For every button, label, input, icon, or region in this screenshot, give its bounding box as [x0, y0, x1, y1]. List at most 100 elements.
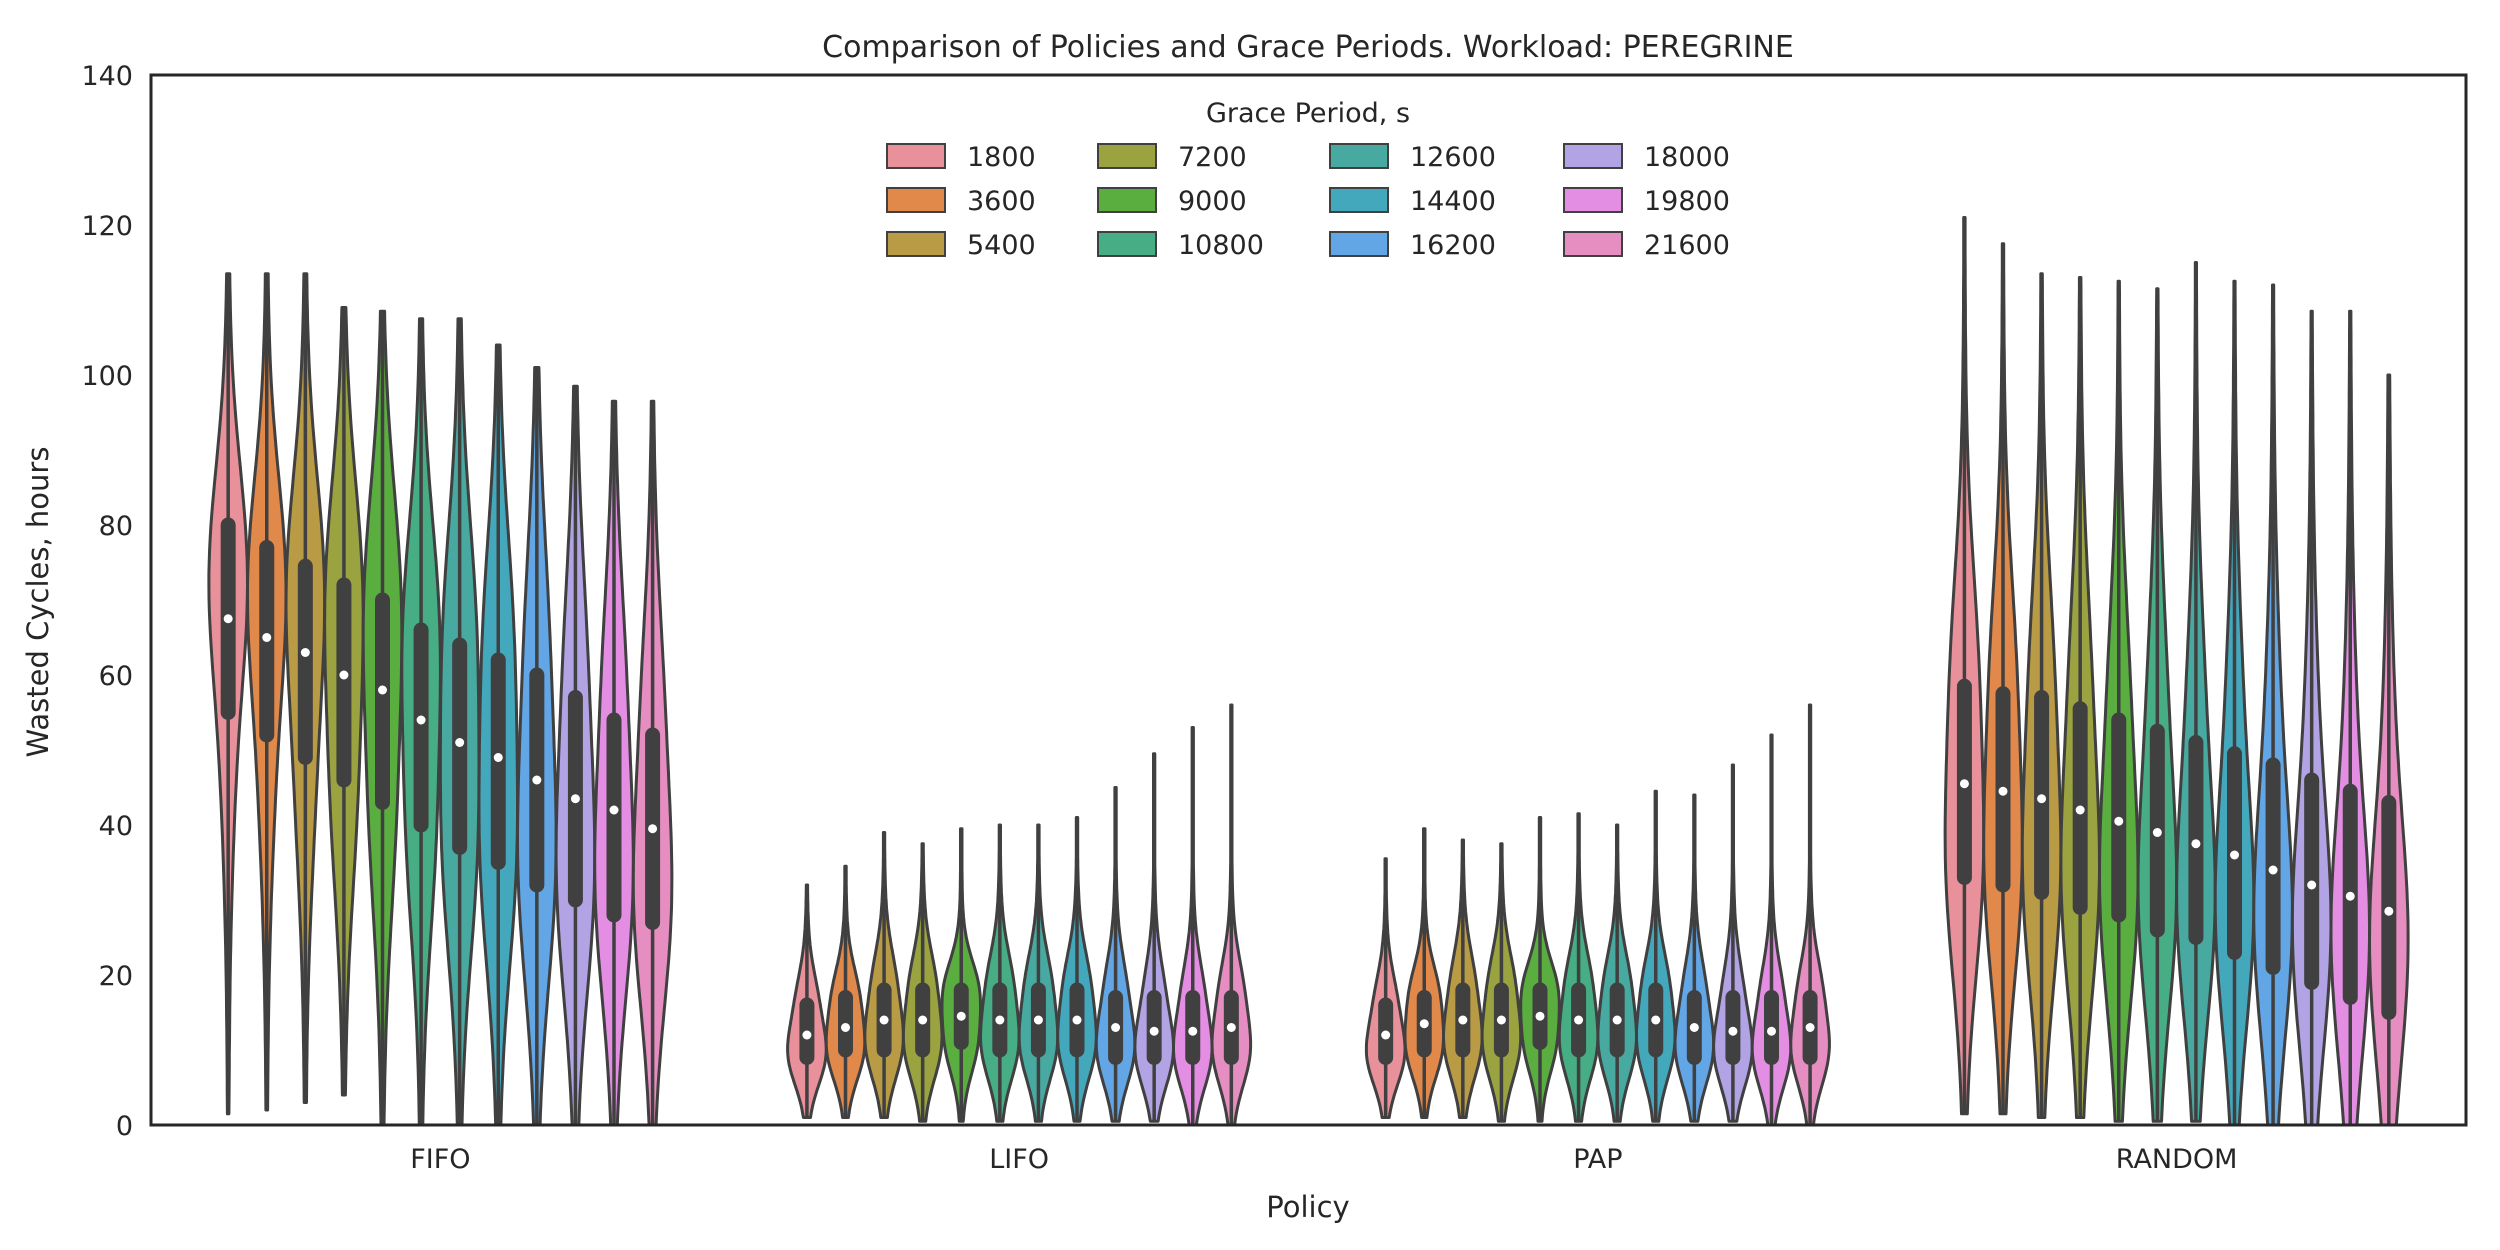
violin-median-point — [1535, 1011, 1545, 1021]
violin — [361, 309, 404, 1127]
violin — [1480, 842, 1523, 1123]
violin-median-point — [570, 794, 580, 804]
legend-item: 16200 — [1329, 230, 1496, 261]
violin — [631, 399, 674, 1127]
violin-median-point — [2384, 906, 2394, 916]
violin — [438, 317, 481, 1127]
legend-label: 18000 — [1644, 142, 1730, 173]
violin-median-point — [1072, 1015, 1082, 1025]
violin-median-point — [455, 738, 465, 747]
violin-median-point — [1728, 1026, 1738, 1036]
y-tick-label: 140 — [81, 61, 133, 92]
violin-median-point — [609, 805, 619, 815]
legend-item: 7200 — [1097, 142, 1247, 173]
legend-label: 5400 — [967, 230, 1036, 261]
violin-median-point — [2268, 865, 2278, 875]
violin — [2290, 309, 2333, 1127]
violin — [477, 343, 519, 1127]
violin — [1094, 786, 1137, 1123]
legend-swatch — [1563, 143, 1623, 169]
y-tick-label: 0 — [116, 1111, 133, 1142]
legend-swatch — [886, 231, 946, 257]
violin-median-point — [2037, 794, 2047, 804]
legend-title: Grace Period, s — [1206, 98, 1410, 129]
legend-swatch — [1097, 143, 1157, 169]
legend-label: 19800 — [1644, 186, 1730, 217]
violin-median-point — [1959, 779, 1969, 789]
legend-swatch — [1097, 231, 1157, 257]
violin-median-point — [648, 824, 658, 834]
violin-median-point — [532, 775, 542, 785]
legend-label: 9000 — [1178, 186, 1247, 217]
legend-item: 21600 — [1563, 230, 1730, 261]
x-axis-label: Policy — [1266, 1190, 1349, 1224]
violin — [554, 384, 597, 1127]
violin — [901, 842, 944, 1123]
violin-median-point — [956, 1011, 966, 1021]
legend-item: 10800 — [1097, 230, 1264, 261]
axis-ticks: 0 20 40 60 80 100 120 140 FIFO LIFO PAP RANDOM — [81, 61, 2237, 1175]
legend-swatch — [1563, 231, 1623, 257]
violin — [979, 823, 1021, 1123]
x-tick-label: RANDOM — [2116, 1144, 2238, 1175]
legend-swatch — [1563, 187, 1623, 213]
violin-median-point — [2345, 891, 2355, 901]
y-tick-label: 20 — [99, 961, 133, 992]
legend-label: 1800 — [967, 142, 1036, 173]
violin — [786, 883, 828, 1119]
y-tick-label: 60 — [99, 661, 133, 692]
violin — [1712, 763, 1754, 1123]
violin — [207, 272, 249, 1116]
violin-groups — [207, 216, 2410, 1127]
violin-median-point — [1612, 1015, 1622, 1025]
violin-median-point — [493, 753, 503, 762]
violin-median-point — [1381, 1030, 1391, 1040]
violin — [1750, 733, 1793, 1127]
violin-median-point — [1188, 1026, 1198, 1036]
violin-median-point — [1651, 1015, 1661, 1025]
chart-title: Comparison of Policies and Grace Periods… — [822, 30, 1794, 65]
violin-median-point — [1689, 1023, 1699, 1032]
violin-median-point — [262, 633, 272, 642]
violin — [593, 399, 635, 1127]
violin — [1403, 827, 1445, 1119]
violin — [400, 317, 442, 1127]
violin-median-point — [1111, 1023, 1121, 1032]
legend-swatch — [1329, 231, 1389, 257]
violin — [1943, 216, 1986, 1116]
violin-median-point — [223, 614, 233, 624]
violin — [1172, 726, 1214, 1127]
violin — [2329, 309, 2371, 1127]
violin — [1017, 823, 1060, 1123]
violin-median-point — [1033, 1015, 1043, 1025]
violin — [2020, 272, 2063, 1119]
violin — [2252, 283, 2294, 1127]
violin-median-point — [416, 715, 426, 725]
legend-swatch — [886, 187, 946, 213]
violin — [2368, 373, 2410, 1127]
legend-label: 16200 — [1410, 230, 1496, 261]
violin-median-point — [300, 648, 310, 657]
violin — [2136, 287, 2179, 1123]
legend-item: 1800 — [886, 142, 1036, 173]
violin-median-point — [1149, 1026, 1159, 1036]
violin — [1210, 703, 1253, 1127]
y-tick-label: 100 — [81, 361, 133, 392]
violin-median-point — [2307, 880, 2317, 890]
legend-item: 19800 — [1563, 186, 1730, 217]
plot-frame — [149, 73, 2468, 1127]
violin — [1635, 789, 1677, 1123]
violin — [2059, 276, 2101, 1119]
legend-label: 21600 — [1644, 230, 1730, 261]
violin-median-point — [1458, 1015, 1468, 1025]
violin-median-point — [2191, 839, 2201, 849]
violin-median-point — [1419, 1019, 1429, 1029]
legend-item: 12600 — [1329, 142, 1496, 173]
x-tick-label: FIFO — [410, 1144, 470, 1175]
legend-label: 12600 — [1410, 142, 1496, 173]
violin — [516, 366, 558, 1127]
violin — [1133, 752, 1175, 1123]
violin-median-point — [995, 1015, 1005, 1025]
violin-median-point — [2114, 816, 2124, 826]
violin — [1557, 812, 1600, 1123]
